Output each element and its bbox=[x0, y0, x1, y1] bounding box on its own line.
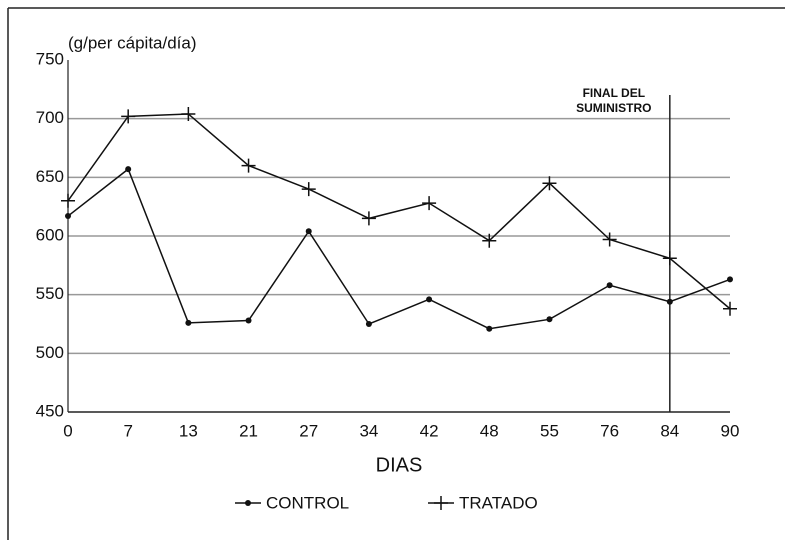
x-axis-label: DIAS bbox=[376, 454, 423, 476]
point bbox=[365, 321, 372, 327]
y-tick-label: 600 bbox=[36, 225, 64, 244]
point bbox=[65, 213, 71, 220]
series-line bbox=[67, 167, 731, 330]
x-tick-label: 84 bbox=[660, 421, 679, 440]
point bbox=[482, 233, 497, 248]
x-tick-label: 13 bbox=[179, 421, 198, 440]
point bbox=[185, 319, 192, 326]
x-tick-label: 55 bbox=[540, 421, 559, 440]
point bbox=[602, 232, 617, 247]
point bbox=[486, 325, 493, 332]
point bbox=[662, 251, 677, 266]
y-tick-label: 550 bbox=[36, 284, 64, 303]
y-tick-label: 750 bbox=[36, 49, 64, 68]
legend-label: CONTROL bbox=[266, 493, 349, 512]
y-axis-label: (g/per cápita/día) bbox=[68, 33, 197, 52]
x-tick-label: 0 bbox=[63, 421, 72, 440]
point bbox=[546, 316, 553, 323]
point bbox=[361, 211, 376, 226]
point bbox=[241, 158, 256, 173]
x-tick-label: 34 bbox=[359, 421, 378, 440]
point bbox=[301, 182, 316, 197]
legend-marker bbox=[245, 500, 251, 506]
point bbox=[542, 176, 557, 191]
x-tick-label: 7 bbox=[123, 421, 132, 440]
annotation-text: FINAL DEL bbox=[583, 86, 645, 100]
point bbox=[426, 296, 433, 303]
point bbox=[245, 317, 252, 324]
x-tick-label: 21 bbox=[239, 421, 258, 440]
series-line bbox=[67, 113, 731, 310]
point bbox=[125, 166, 132, 173]
legend-label: TRATADO bbox=[459, 493, 538, 512]
annotation-text: SUMINISTRO bbox=[576, 101, 651, 115]
x-tick-label: 76 bbox=[600, 421, 619, 440]
point bbox=[606, 282, 613, 289]
point bbox=[181, 106, 196, 121]
x-tick-label: 90 bbox=[721, 421, 740, 440]
point bbox=[723, 301, 737, 316]
y-tick-label: 500 bbox=[36, 343, 64, 362]
point bbox=[305, 228, 312, 235]
y-tick-label: 450 bbox=[36, 401, 64, 420]
point bbox=[121, 109, 136, 124]
point bbox=[61, 193, 75, 208]
point bbox=[422, 196, 437, 211]
point bbox=[727, 276, 733, 283]
y-tick-label: 650 bbox=[36, 167, 64, 186]
point bbox=[666, 298, 673, 305]
x-tick-label: 42 bbox=[420, 421, 439, 440]
legend-marker bbox=[434, 496, 448, 510]
y-tick-label: 700 bbox=[36, 108, 64, 127]
x-tick-label: 48 bbox=[480, 421, 499, 440]
x-tick-label: 27 bbox=[299, 421, 318, 440]
